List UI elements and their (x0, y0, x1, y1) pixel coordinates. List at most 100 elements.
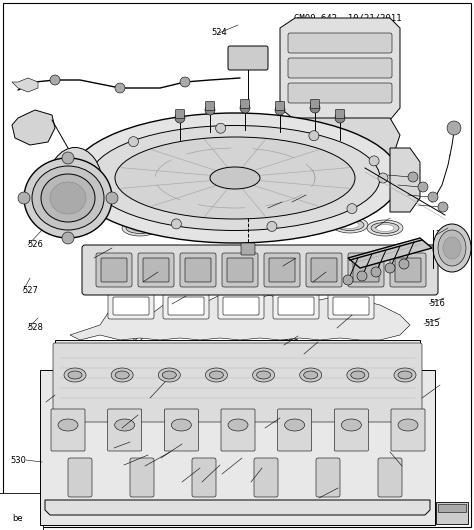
Circle shape (309, 131, 319, 140)
FancyBboxPatch shape (164, 409, 198, 451)
Circle shape (385, 263, 395, 273)
Polygon shape (390, 148, 420, 212)
Ellipse shape (398, 419, 418, 431)
Text: 519: 519 (268, 204, 283, 212)
Ellipse shape (171, 419, 191, 431)
Text: 504: 504 (153, 453, 169, 461)
Text: 513: 513 (303, 350, 319, 358)
Text: 518: 518 (292, 198, 307, 207)
Text: 500: 500 (122, 424, 138, 432)
Ellipse shape (90, 126, 380, 231)
Ellipse shape (196, 219, 224, 231)
Circle shape (357, 271, 367, 281)
FancyBboxPatch shape (334, 409, 368, 451)
Ellipse shape (158, 368, 180, 382)
Ellipse shape (433, 224, 471, 272)
Text: 522: 522 (129, 334, 145, 342)
Text: GM00-642  10/21/2011: GM00-642 10/21/2011 (294, 13, 401, 22)
Text: 509: 509 (243, 477, 259, 485)
FancyBboxPatch shape (264, 253, 300, 287)
Text: 521: 521 (282, 262, 298, 270)
Polygon shape (280, 118, 400, 178)
Circle shape (216, 123, 226, 133)
FancyBboxPatch shape (391, 409, 425, 451)
FancyBboxPatch shape (82, 245, 438, 295)
FancyBboxPatch shape (227, 258, 253, 282)
FancyBboxPatch shape (228, 46, 268, 70)
Text: 526: 526 (27, 241, 43, 249)
Text: 524: 524 (211, 29, 227, 37)
Text: 523: 523 (143, 277, 159, 285)
Ellipse shape (64, 368, 86, 382)
Circle shape (62, 152, 74, 164)
Ellipse shape (438, 230, 466, 266)
Ellipse shape (122, 220, 158, 236)
FancyBboxPatch shape (348, 253, 384, 287)
Text: 522: 522 (187, 325, 203, 334)
Text: 506: 506 (193, 477, 210, 485)
Text: 532: 532 (172, 299, 187, 307)
Text: 508: 508 (264, 424, 280, 432)
FancyBboxPatch shape (278, 409, 312, 451)
Ellipse shape (201, 222, 219, 228)
Ellipse shape (210, 167, 260, 189)
Ellipse shape (376, 225, 394, 232)
Ellipse shape (161, 216, 189, 227)
Ellipse shape (192, 217, 228, 233)
FancyBboxPatch shape (269, 258, 295, 282)
Bar (438, 504, 466, 512)
Ellipse shape (166, 218, 184, 225)
FancyBboxPatch shape (113, 297, 149, 315)
FancyBboxPatch shape (175, 110, 184, 119)
Ellipse shape (262, 217, 298, 233)
FancyBboxPatch shape (192, 458, 216, 497)
Ellipse shape (111, 368, 133, 382)
FancyBboxPatch shape (390, 253, 426, 287)
FancyBboxPatch shape (333, 297, 369, 315)
Ellipse shape (41, 174, 95, 222)
Ellipse shape (162, 371, 176, 379)
Ellipse shape (47, 147, 102, 223)
Bar (436, 502, 468, 524)
Ellipse shape (394, 368, 416, 382)
Ellipse shape (297, 214, 333, 230)
Ellipse shape (70, 113, 400, 243)
Text: 533: 533 (283, 339, 300, 348)
Text: 517: 517 (374, 223, 390, 231)
FancyBboxPatch shape (143, 258, 169, 282)
FancyBboxPatch shape (108, 293, 154, 319)
FancyBboxPatch shape (353, 258, 379, 282)
Ellipse shape (336, 219, 364, 231)
Polygon shape (70, 295, 410, 340)
Ellipse shape (253, 368, 274, 382)
FancyBboxPatch shape (96, 253, 132, 287)
Ellipse shape (126, 223, 154, 234)
FancyBboxPatch shape (240, 100, 249, 109)
Text: 503: 503 (137, 461, 153, 470)
Polygon shape (45, 500, 430, 515)
FancyBboxPatch shape (101, 258, 127, 282)
FancyBboxPatch shape (130, 458, 154, 497)
Ellipse shape (371, 223, 399, 234)
FancyBboxPatch shape (288, 58, 392, 78)
Text: 525: 525 (94, 254, 109, 263)
Ellipse shape (341, 222, 359, 228)
Ellipse shape (58, 419, 78, 431)
Ellipse shape (341, 419, 361, 431)
Circle shape (369, 156, 379, 166)
Polygon shape (12, 110, 55, 145)
Text: 530: 530 (10, 456, 26, 464)
FancyBboxPatch shape (168, 297, 204, 315)
Polygon shape (280, 18, 400, 120)
Circle shape (18, 192, 30, 204)
Circle shape (172, 219, 182, 229)
Ellipse shape (266, 219, 294, 231)
FancyBboxPatch shape (306, 253, 342, 287)
Ellipse shape (304, 371, 318, 379)
Text: 531: 531 (114, 444, 129, 452)
Circle shape (50, 75, 60, 85)
Circle shape (438, 202, 448, 212)
Ellipse shape (115, 371, 129, 379)
Ellipse shape (236, 218, 254, 225)
Circle shape (428, 192, 438, 202)
